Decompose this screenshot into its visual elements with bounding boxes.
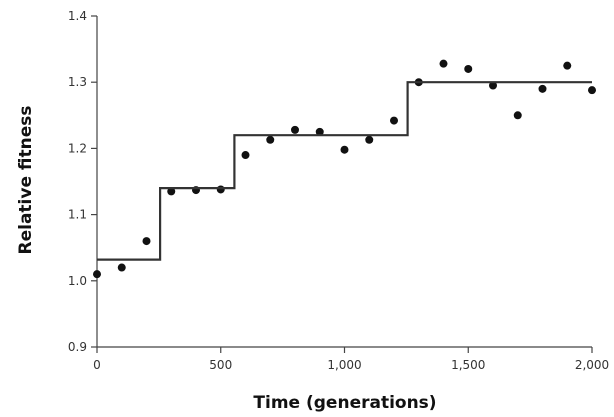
- x-tick-label: 2,000: [575, 358, 609, 372]
- x-tick-label: 500: [209, 358, 232, 372]
- y-tick-label: 1.3: [68, 75, 87, 89]
- data-point: [291, 125, 299, 134]
- y-tick-label: 1.4: [68, 9, 87, 23]
- x-axis-title: Time (generations): [253, 393, 436, 413]
- data-point: [93, 270, 101, 279]
- y-tick-label: 1.0: [68, 274, 87, 288]
- y-tick-label: 1.1: [68, 208, 87, 222]
- data-point: [464, 64, 473, 73]
- data-point: [266, 135, 275, 144]
- data-point: [142, 237, 151, 246]
- chart-marks: [93, 59, 596, 279]
- data-point: [117, 263, 126, 272]
- x-tick-label: 0: [93, 358, 101, 372]
- x-tick-label: 1,500: [451, 358, 485, 372]
- step-fit-line: [97, 81, 592, 261]
- data-point: [365, 135, 374, 144]
- data-point: [390, 116, 398, 125]
- data-point: [538, 84, 547, 93]
- data-point: [340, 145, 349, 154]
- data-point: [241, 151, 250, 160]
- data-point: [167, 187, 176, 196]
- x-tick-label: 1,000: [327, 358, 361, 372]
- data-point: [216, 185, 225, 194]
- axes: 0.9 1.0 1.1 1.2 1.3 1.4 0 500 1,000 1,500 2,000: [68, 9, 609, 372]
- data-point: [315, 127, 324, 136]
- data-point: [513, 111, 522, 120]
- data-point: [563, 61, 572, 70]
- data-point: [588, 86, 596, 95]
- data-point: [439, 59, 448, 68]
- y-axis-title: Relative fitness: [16, 106, 36, 255]
- data-point: [489, 81, 497, 90]
- y-tick-label: 0.9: [68, 340, 87, 354]
- y-tick-label: 1.2: [68, 141, 87, 155]
